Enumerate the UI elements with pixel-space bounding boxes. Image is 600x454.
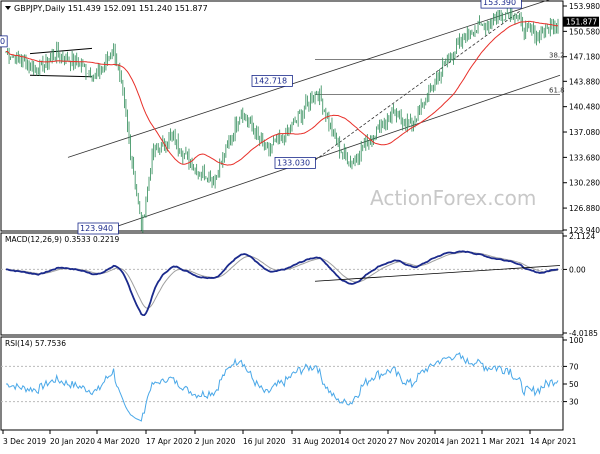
low-label: 123.940 xyxy=(80,224,113,233)
watermark: ActionForex.com xyxy=(370,186,536,210)
x-tick-label: 20 Jan 2020 xyxy=(50,437,95,446)
rsi-panel xyxy=(0,336,564,431)
x-tick-label: 14 Apr 2021 xyxy=(530,437,577,446)
rsi-axis: 100 70 50 30 xyxy=(1,336,584,407)
header-label: GBPJPY,Daily 151.439 152.091 151.240 151… xyxy=(5,4,208,13)
fib-382-label: 38.2 xyxy=(549,52,565,60)
macd-axis: 2.1124 0.00 -4.0185 xyxy=(563,232,598,338)
channel-diagonal xyxy=(314,10,521,161)
price-tick-label: 143.880 xyxy=(569,77,600,86)
x-tick-label: 27 Nov 2020 xyxy=(388,437,436,446)
price-tick-label: 133.680 xyxy=(569,153,600,162)
range-bottom xyxy=(29,74,93,78)
x-axis: 3 Dec 2019 20 Jan 2020 4 Mar 2020 17 Apr 20… xyxy=(2,430,577,446)
price-tick-label: 137.080 xyxy=(569,128,600,137)
x-tick-label: 16 Jul 2020 xyxy=(243,437,286,446)
macd-panel xyxy=(0,232,564,336)
price-tick-label: 147.180 xyxy=(569,53,600,62)
macd-label: MACD(12,26,9) 0.3533 0.2219 xyxy=(5,235,119,244)
high-label-jul-box xyxy=(251,75,293,87)
high-label-jul: 142.718 xyxy=(254,76,287,85)
rsi-tick-label: 30 xyxy=(569,398,579,407)
x-tick-label: 14 Oct 2020 xyxy=(340,437,387,446)
left-edge-label: 0 xyxy=(0,37,5,46)
channel-lower xyxy=(111,74,561,229)
x-tick-label: 2 Jun 2020 xyxy=(195,437,236,446)
price-axis: 123.940 126.880 130.280 133.680 137.080 140.4… xyxy=(563,2,600,235)
macd-tick-label: 0.00 xyxy=(569,265,586,274)
macd-tick-label: -4.0185 xyxy=(569,329,598,338)
last-price-box xyxy=(563,16,599,27)
rsi-tick-label: 100 xyxy=(569,336,584,345)
price-tick-label: 126.880 xyxy=(569,204,600,213)
x-tick-label: 3 Dec 2019 xyxy=(3,437,46,446)
x-tick-label: 1 Mar 2021 xyxy=(482,437,525,446)
x-tick-label: 4 Mar 2020 xyxy=(97,437,140,446)
price-tick-label: 130.280 xyxy=(569,179,600,188)
price-panel xyxy=(0,0,564,232)
low-label-sep: 133.030 xyxy=(277,158,310,167)
x-tick-label: 14 Jan 2021 xyxy=(435,437,480,446)
fib-618-label: 61.8 xyxy=(549,87,565,95)
range-top xyxy=(29,47,93,55)
price-labels: 123.940 142.718 133.030 153.390 0 38.2 61.8 xyxy=(0,0,565,235)
svg-text:GBPJPY,Daily 151.439 152.091 1: GBPJPY,Daily 151.439 152.091 151.240 151… xyxy=(14,4,208,13)
price-tick-label: 140.480 xyxy=(569,103,600,112)
low-label-box xyxy=(77,222,119,235)
price-tick-label: 153.980 xyxy=(569,2,600,11)
x-tick-label: 31 Aug 2020 xyxy=(292,437,340,446)
candles xyxy=(5,4,559,233)
high-label-mar: 153.390 xyxy=(483,0,516,7)
macd-tick-label: 2.1124 xyxy=(569,232,595,241)
macd-line xyxy=(6,250,559,317)
macd-trendline xyxy=(314,265,561,282)
low-label-sep-box xyxy=(274,157,316,169)
rsi-label: RSI(14) 57.7536 xyxy=(5,339,66,348)
last-price-label: 151.877 xyxy=(566,18,597,27)
rsi-line xyxy=(6,352,559,422)
price-tick-label: 150.580 xyxy=(569,27,600,36)
left-edge-label-box xyxy=(0,35,8,48)
moving-average-line xyxy=(6,20,559,166)
high-label-mar-box xyxy=(480,0,522,9)
price-tick-label: 123.940 xyxy=(569,226,600,235)
rsi-tick-label: 70 xyxy=(569,362,579,371)
rsi-tick-label: 50 xyxy=(569,380,579,389)
x-tick-label: 17 Apr 2020 xyxy=(146,437,193,446)
